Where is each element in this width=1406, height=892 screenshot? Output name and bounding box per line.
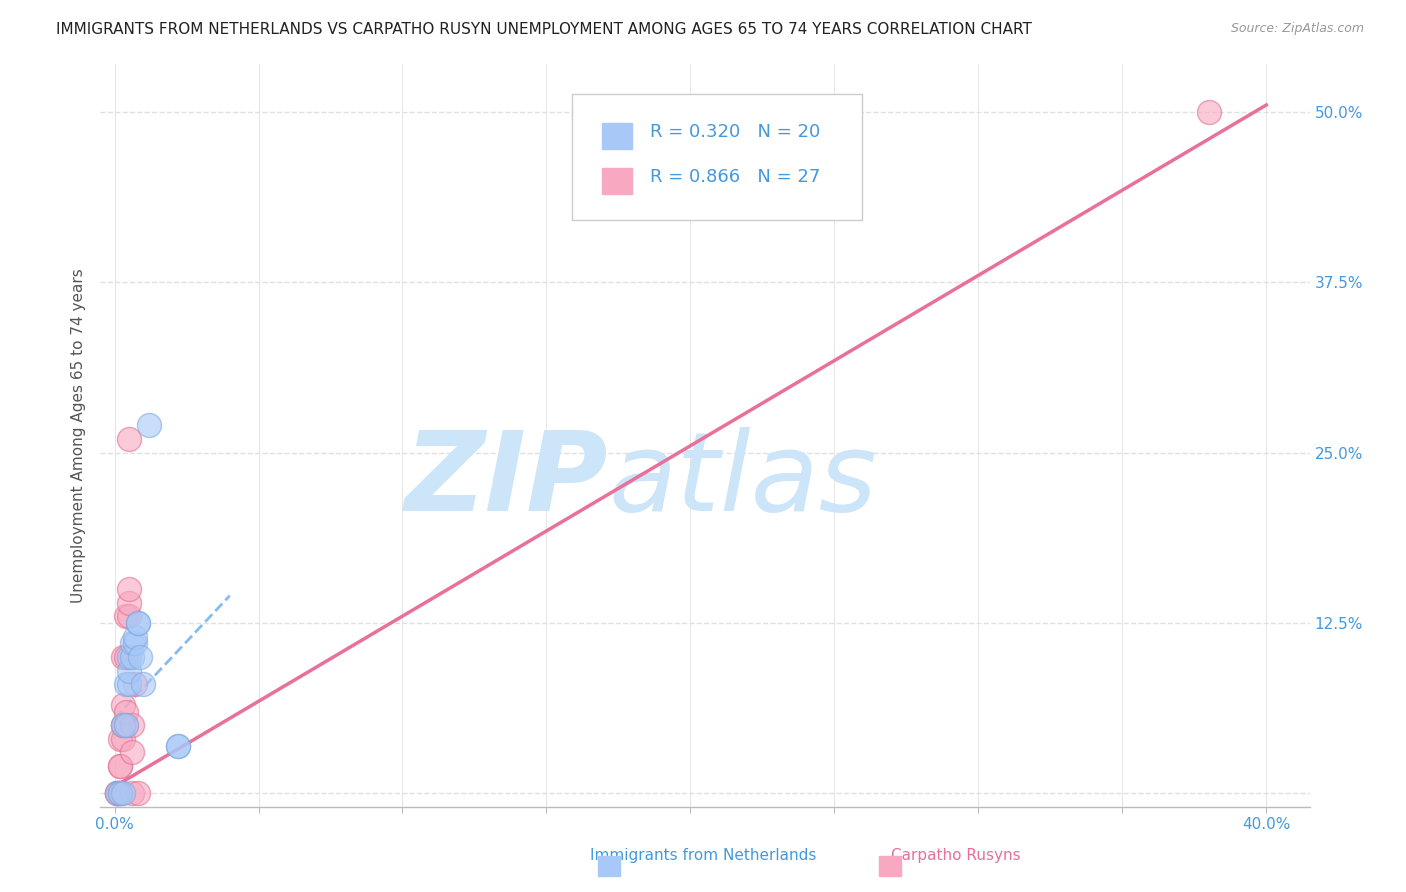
Text: ZIP: ZIP [405,426,607,533]
Point [167,739,190,753]
Point [110,731,132,746]
Point [110,759,132,773]
Text: Carpatho Rusyns: Carpatho Rusyns [891,848,1021,863]
Point [112,698,135,712]
Text: Source: ZipAtlas.com: Source: ZipAtlas.com [1230,22,1364,36]
Text: atlas: atlas [607,426,877,533]
Point [112,718,135,732]
Point [124,677,146,691]
Point [124,636,146,650]
Point [107,786,129,800]
Point [115,650,138,665]
Point [115,718,138,732]
Point [118,650,141,665]
Point [112,718,135,732]
Point [118,432,141,446]
Point [121,636,143,650]
Point [115,609,138,624]
Point [121,786,143,800]
Point [112,718,135,732]
Point [127,786,149,800]
Point [118,595,141,609]
Point [167,739,190,753]
Point [127,615,149,630]
FancyBboxPatch shape [572,94,862,220]
Point [118,582,141,596]
Point [112,731,135,746]
Point [118,677,141,691]
Y-axis label: Unemployment Among Ages 65 to 74 years: Unemployment Among Ages 65 to 74 years [72,268,86,603]
Text: Immigrants from Netherlands: Immigrants from Netherlands [589,848,817,863]
Text: IMMIGRANTS FROM NETHERLANDS VS CARPATHO RUSYN UNEMPLOYMENT AMONG AGES 65 TO 74 Y: IMMIGRANTS FROM NETHERLANDS VS CARPATHO … [56,22,1032,37]
Text: R = 0.320   N = 20: R = 0.320 N = 20 [651,123,821,142]
Point [124,630,146,644]
Point [118,609,141,624]
Point [110,786,132,800]
Point [121,718,143,732]
Point [121,746,143,760]
Point [107,786,129,800]
Point [107,786,129,800]
Point [115,705,138,719]
Point [138,418,160,433]
Point [112,786,135,800]
Point [127,615,149,630]
Point [115,677,138,691]
Point [129,650,152,665]
Point [115,718,138,732]
Point [1198,104,1220,119]
Point [110,786,132,800]
Point [121,650,143,665]
Point [112,650,135,665]
Bar [602,123,633,150]
Text: R = 0.866   N = 27: R = 0.866 N = 27 [651,168,821,186]
Point [110,786,132,800]
Point [118,664,141,678]
Point [110,759,132,773]
Point [132,677,155,691]
Bar [602,168,633,194]
Point [107,786,129,800]
